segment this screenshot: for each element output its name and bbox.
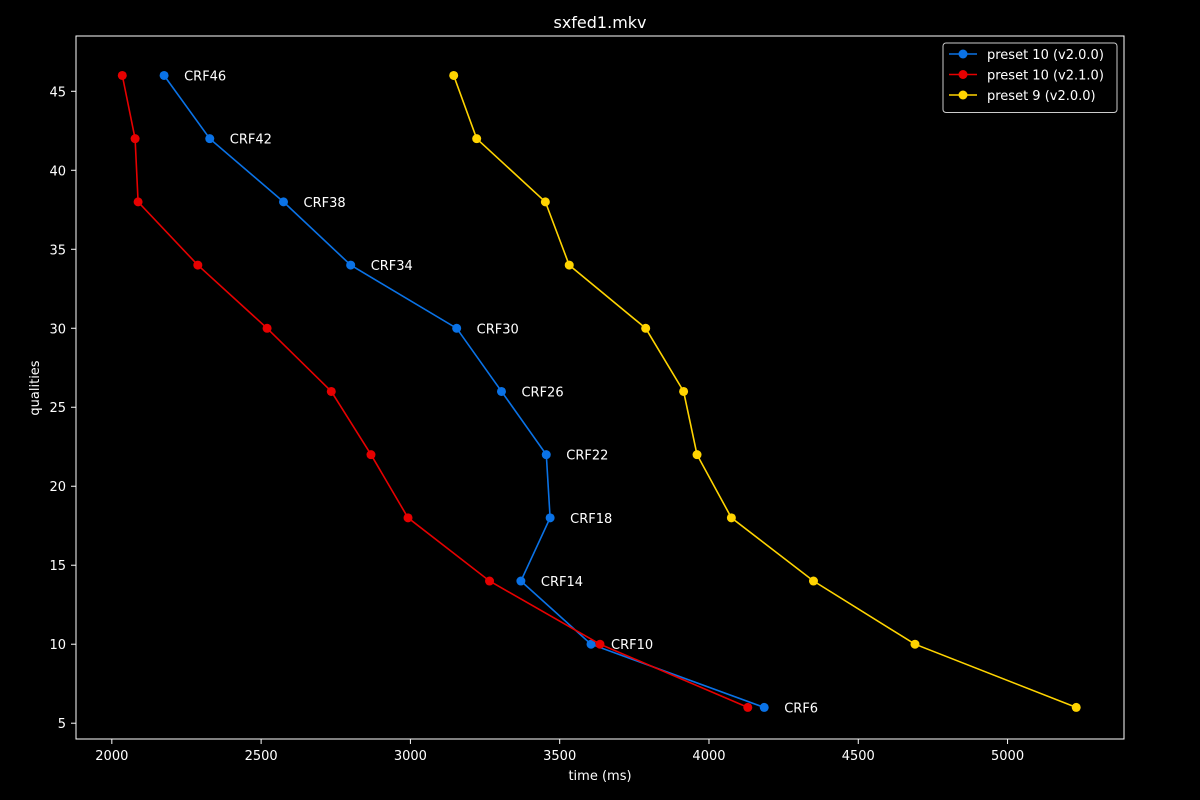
legend-swatch-marker (958, 90, 968, 100)
legend-label: preset 9 (v2.0.0) (987, 89, 1096, 104)
y-tick-label: 5 (58, 717, 66, 732)
data-point-label: CRF14 (541, 575, 583, 590)
data-point (692, 450, 702, 460)
series-2 (117, 70, 753, 712)
data-point (193, 260, 203, 270)
x-tick-label: 4000 (692, 749, 725, 764)
y-tick-label: 45 (49, 85, 66, 100)
legend-box (942, 42, 1118, 113)
data-point (472, 134, 482, 144)
legend-item: preset 10 (v2.1.0) (949, 69, 1104, 84)
x-axis-label: time (ms) (568, 769, 631, 784)
y-tick-label: 35 (49, 243, 66, 258)
data-point (679, 386, 689, 396)
legend: preset 10 (v2.0.0) preset 10 (v2.1.0) pres… (942, 42, 1118, 113)
data-point (496, 386, 506, 396)
series-line (163, 75, 765, 709)
series-1: CRF46 CRF42 CRF38 CRF34 CRF30 CRF26 CRF22 CRF18… (159, 69, 818, 716)
data-point (595, 639, 605, 649)
data-point (485, 576, 495, 586)
data-point-label: CRF26 (521, 385, 563, 400)
chart-title: sxfed1.mkv (553, 13, 646, 32)
data-point (452, 323, 462, 333)
data-point-label: CRF6 (784, 701, 818, 716)
x-tick-label: 4500 (842, 749, 875, 764)
series-3 (449, 70, 1081, 712)
data-point-label: CRF46 (184, 69, 226, 84)
y-tick-label: 40 (49, 164, 66, 179)
legend-label: preset 10 (v2.1.0) (987, 69, 1104, 84)
data-point-label: CRF22 (566, 449, 608, 464)
x-tick-label: 2000 (95, 749, 128, 764)
data-point (540, 197, 550, 207)
y-tick-label: 25 (49, 401, 66, 416)
data-point (541, 450, 551, 460)
data-point (743, 702, 753, 712)
data-point (641, 323, 651, 333)
x-tick-label: 2500 (245, 749, 278, 764)
y-tick-label: 20 (49, 480, 66, 495)
legend-swatch-marker (958, 49, 968, 59)
legend-item: preset 9 (v2.0.0) (949, 89, 1096, 104)
legend-item: preset 10 (v2.0.0) (949, 48, 1104, 63)
plot-area (75, 35, 1125, 740)
y-tick-label: 15 (49, 559, 66, 574)
data-point (262, 323, 272, 333)
data-point-label: CRF38 (304, 196, 346, 211)
data-point-label: CRF42 (230, 133, 272, 148)
y-axis-label: qualities (28, 360, 43, 415)
y-tick-label: 10 (49, 638, 66, 653)
data-point (130, 134, 140, 144)
data-point (205, 134, 215, 144)
x-tick-label: 3500 (543, 749, 576, 764)
x-tick-label: 3000 (394, 749, 427, 764)
data-point (159, 70, 169, 80)
data-point (366, 450, 376, 460)
data-point (279, 197, 289, 207)
data-point-label: CRF10 (611, 638, 653, 653)
data-point (545, 513, 555, 523)
data-point-label: CRF30 (477, 322, 519, 337)
y-axis: 5 10 15 20 25 30 35 40 45 (49, 85, 76, 732)
data-point-label: CRF34 (371, 259, 413, 274)
data-point (346, 260, 356, 270)
data-point (449, 70, 459, 80)
data-point (586, 639, 596, 649)
series-layer: CRF46 CRF42 CRF38 CRF34 CRF30 CRF26 CRF22 CRF18… (117, 69, 1081, 716)
data-point (1071, 702, 1081, 712)
x-axis: 2000 2500 3000 3500 4000 4500 5000 (95, 739, 1024, 764)
data-point (133, 197, 143, 207)
y-tick-label: 30 (49, 322, 66, 337)
data-point (117, 70, 127, 80)
x-tick-label: 5000 (991, 749, 1024, 764)
series-line (121, 75, 749, 709)
data-point (564, 260, 574, 270)
data-point (808, 576, 818, 586)
data-point (726, 513, 736, 523)
data-point (326, 386, 336, 396)
data-point (759, 702, 769, 712)
data-point-label: CRF18 (570, 512, 612, 527)
data-point (910, 639, 920, 649)
data-point (403, 513, 413, 523)
data-point (516, 576, 526, 586)
legend-swatch-marker (958, 70, 968, 79)
legend-label: preset 10 (v2.0.0) (987, 48, 1104, 63)
